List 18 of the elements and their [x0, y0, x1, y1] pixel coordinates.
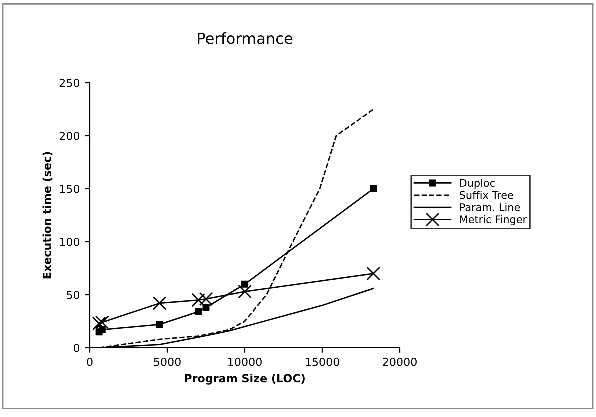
y-tick-label: 0 — [74, 344, 80, 352]
legend-label: Suffix Tree — [460, 191, 514, 200]
y-tick-label: 250 — [60, 78, 80, 88]
y-tick-label: 100 — [60, 238, 80, 246]
y-tick-label: 50 — [66, 290, 80, 300]
x-tick-label: 0 — [87, 358, 93, 366]
legend-label: Metric Finger — [460, 215, 528, 226]
y-axis-title: Execution time (sec) — [42, 152, 53, 279]
x-axis-title: Program Size (LOC) — [185, 374, 305, 385]
x-tick-label: 20000 — [383, 358, 417, 366]
x-tick-label: 15000 — [306, 358, 340, 366]
chart-title: Performance — [198, 32, 293, 44]
legend-label: Param. Line — [460, 203, 520, 212]
y-tick-label: 150 — [60, 184, 80, 194]
x-tick-label: 5000 — [154, 358, 181, 366]
legend-label: Duploc — [460, 178, 495, 190]
y-tick-label: 200 — [60, 132, 80, 140]
x-tick-label: 10000 — [228, 358, 262, 366]
